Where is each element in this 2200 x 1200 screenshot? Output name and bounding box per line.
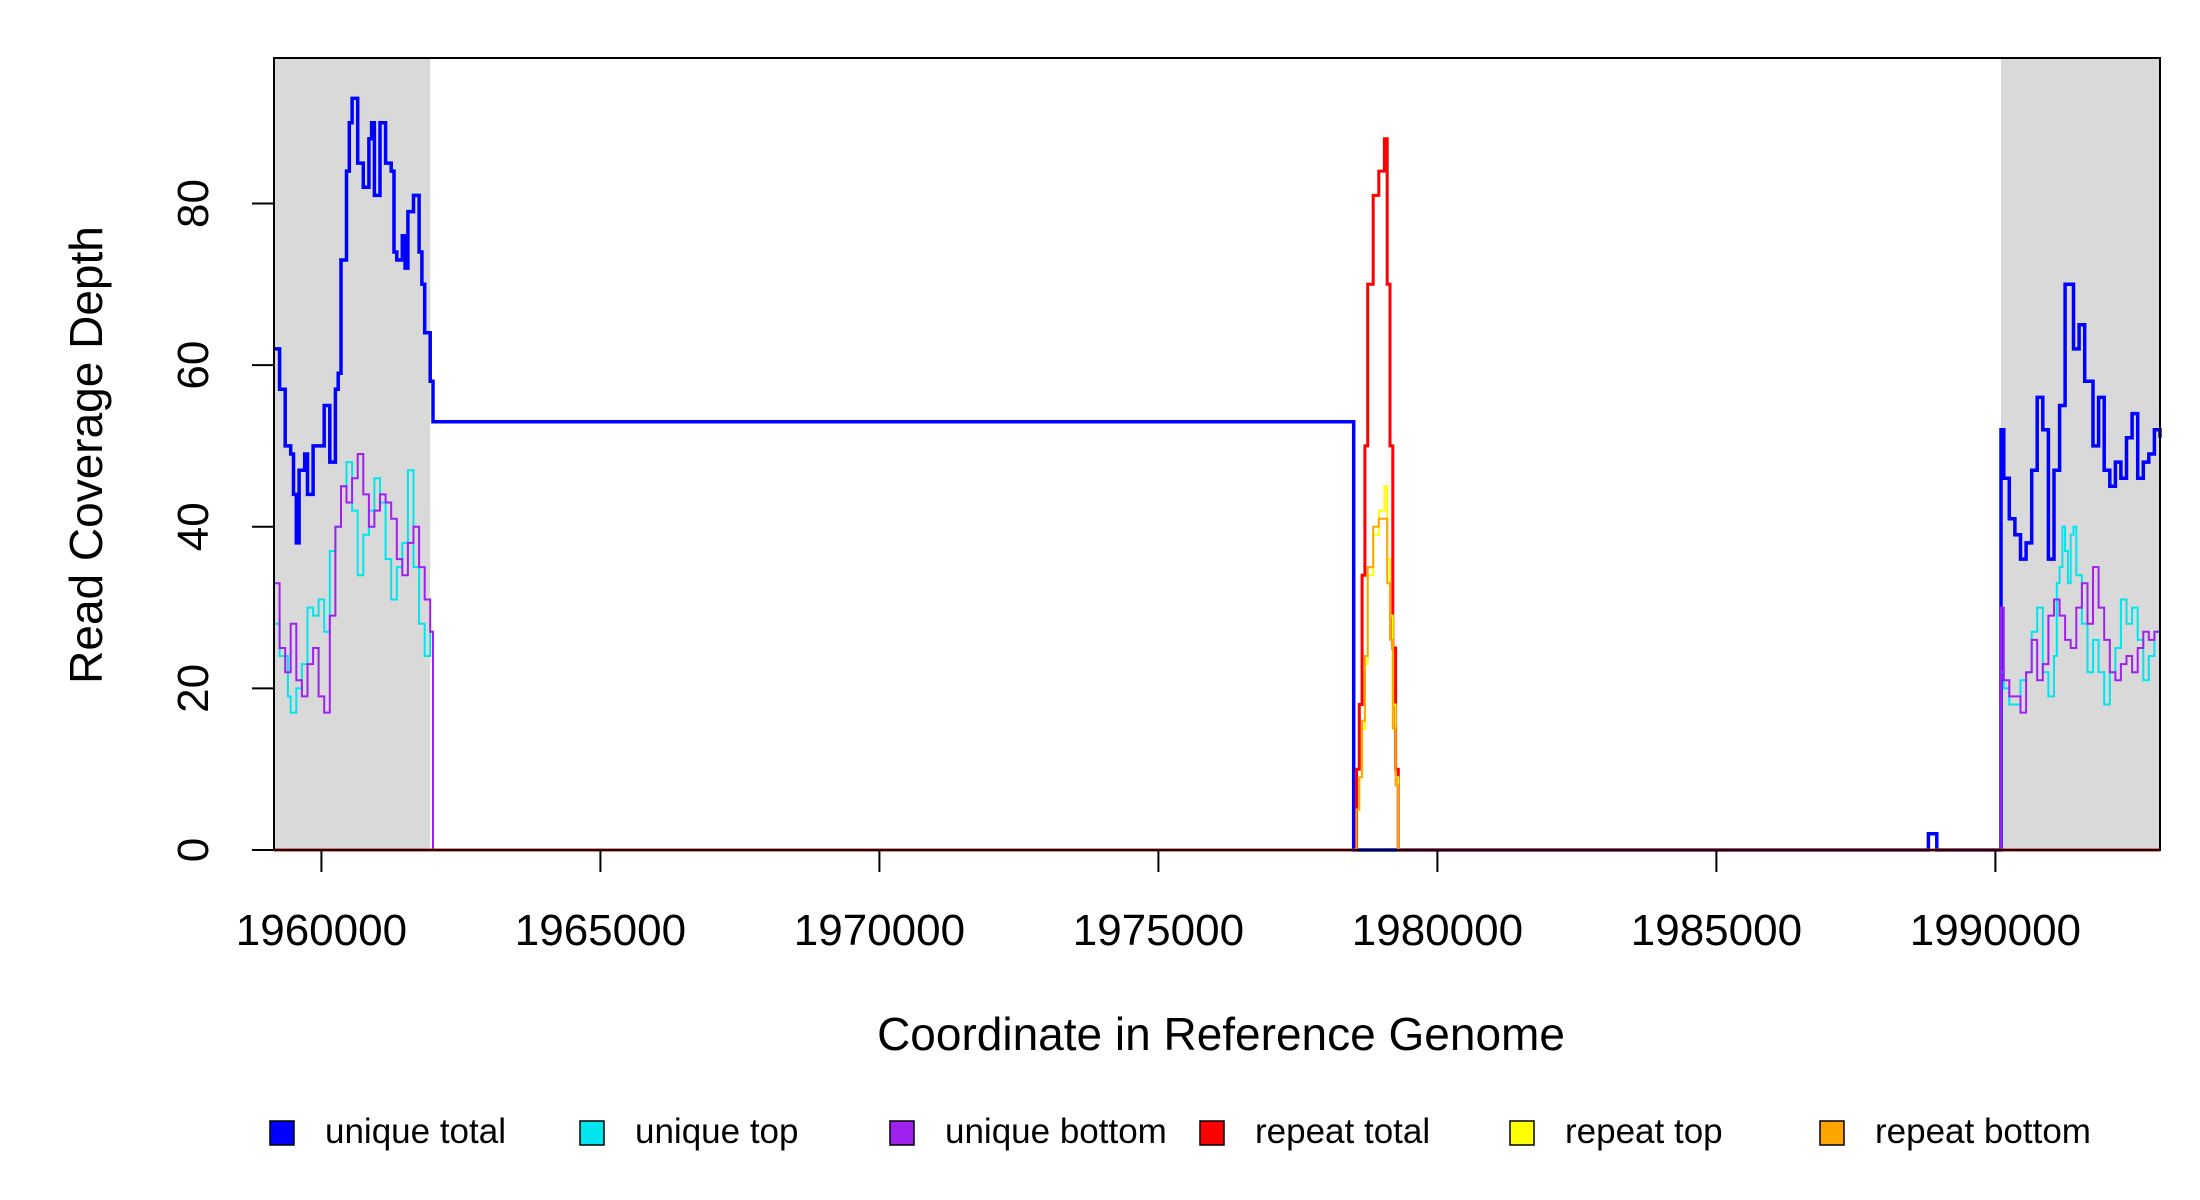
legend-label-unique-top: unique top: [635, 1112, 798, 1151]
plot-frame: [273, 57, 2161, 851]
x-tick-label: 1960000: [236, 906, 407, 955]
y-tick-label: 80: [169, 179, 218, 228]
series-lines: [274, 96, 2162, 852]
y-tick-label: 60: [169, 341, 218, 390]
series-unique-bottom-line: [274, 453, 2161, 851]
legend-swatch-unique-top: [579, 1120, 605, 1146]
legend-label-unique-total: unique total: [325, 1112, 506, 1151]
y-axis: 0 20 40 60 80: [169, 179, 275, 862]
legend-label-repeat-top: repeat top: [1565, 1112, 1723, 1151]
x-tick-label: 1975000: [1073, 906, 1244, 955]
y-tick-label: 0: [169, 838, 218, 862]
x-tick-label: 1970000: [794, 906, 965, 955]
x-tick-label: 1990000: [1910, 906, 2081, 955]
legend-swatch-unique-total: [269, 1120, 295, 1146]
series-unique-total-line: [274, 96, 2162, 852]
y-tick-label: 20: [169, 664, 218, 713]
x-axis: 1960000 1965000 1970000 1975000 1980000 19850…: [236, 849, 2081, 955]
shaded-region-1: [274, 58, 431, 850]
legend-swatch-repeat-bottom: [1819, 1120, 1845, 1146]
series-unique-top-line: [274, 461, 2161, 851]
legend-label-unique-bottom: unique bottom: [945, 1112, 1167, 1151]
series-repeat-total-line: [274, 137, 2160, 852]
legend-swatch-repeat-total: [1199, 1120, 1225, 1146]
legend-label-repeat-total: repeat total: [1255, 1112, 1430, 1151]
legend-label-repeat-bottom: repeat bottom: [1875, 1112, 2091, 1151]
x-tick-label: 1980000: [1352, 906, 1523, 955]
shaded-regions: [274, 58, 2160, 850]
x-axis-title: Coordinate in Reference Genome: [877, 1008, 1565, 1060]
y-axis-title: Read Coverage Depth: [60, 226, 112, 684]
shaded-region-2: [2000, 58, 2160, 850]
series-repeat-top-line: [274, 485, 2160, 851]
x-tick-label: 1985000: [1631, 906, 1802, 955]
series-repeat-bottom-line: [274, 517, 2160, 851]
y-tick-label: 40: [169, 502, 218, 551]
legend: unique total unique top unique bottom repea…: [269, 1112, 2091, 1151]
x-tick-label: 1965000: [515, 906, 686, 955]
legend-swatch-unique-bottom: [889, 1120, 915, 1146]
legend-swatch-repeat-top: [1509, 1120, 1535, 1146]
